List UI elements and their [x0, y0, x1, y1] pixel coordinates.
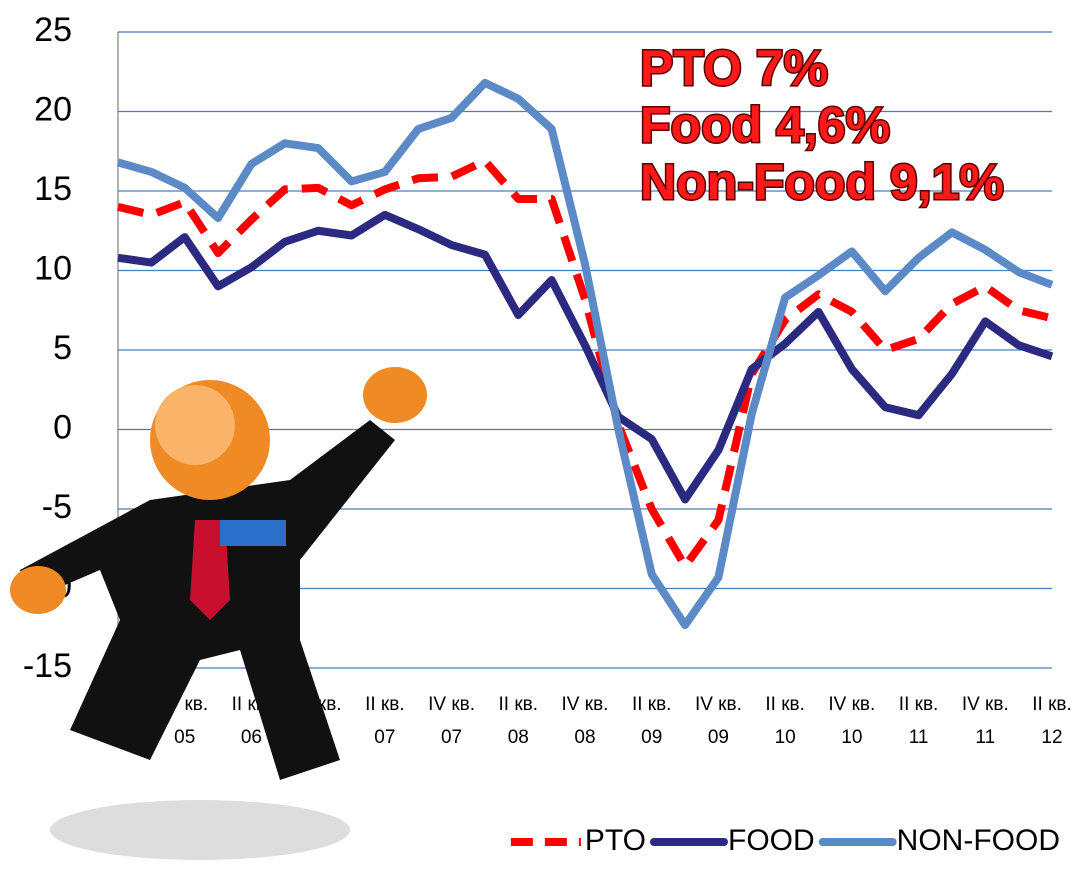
y-tick-label: 25 [34, 11, 72, 49]
x-tick-label: IV кв. 10 [828, 694, 876, 748]
y-tick-label: 15 [34, 170, 72, 208]
x-tick-label-box: II кв. 08 [498, 694, 539, 748]
x-tick-label-box: IV кв. 11 [961, 694, 1009, 748]
x-tick-label-box: II кв. 11 [898, 694, 939, 748]
y-tick-label: 10 [34, 249, 72, 287]
x-tick-label-box: IV кв. 09 [694, 694, 742, 748]
x-tick-label: II кв. 10 [765, 694, 805, 748]
x-tick-label-box: IV кв. 10 [828, 694, 876, 748]
y-tick-label: 20 [34, 90, 72, 128]
x-tick-label: IV кв. 08 [561, 694, 609, 748]
legend-label: NON-FOOD [897, 824, 1060, 857]
x-tick-label-box: II кв. 12 [1032, 694, 1072, 748]
x-tick-label: IV кв. 07 [428, 694, 476, 748]
series-line [117, 156, 1053, 571]
cartoon-figure [10, 367, 427, 860]
x-tick-label: II кв. 08 [498, 694, 539, 748]
x-tick-label: IV кв. 09 [694, 694, 742, 748]
x-tick-label: II кв. 11 [898, 694, 939, 748]
x-tick-label-box: IV кв. 07 [428, 694, 476, 748]
series-line [117, 210, 1054, 504]
annotation: Food 4,6% [640, 97, 890, 153]
annotation: Non-Food 9,1% [640, 154, 1004, 210]
x-tick-label: II кв. 12 [1032, 694, 1072, 748]
y-tick-label: 5 [53, 329, 72, 367]
x-tick-label: IV кв. 11 [961, 694, 1009, 748]
x-tick-label-box: II кв. 09 [631, 694, 672, 748]
x-tick-label-box: II кв. 10 [765, 694, 805, 748]
x-tick-label-box: IV кв. 08 [561, 694, 609, 748]
x-tick-label: II кв. 07 [365, 694, 405, 748]
y-tick-label: 0 [53, 408, 72, 446]
y-tick-label: -5 [42, 488, 72, 526]
legend-label: FOOD [728, 824, 815, 857]
annotation: PTO 7% [640, 40, 828, 96]
x-tick-label: II кв. 09 [631, 694, 672, 748]
x-tick-label-box: II кв. 07 [365, 694, 405, 748]
series-line [116, 78, 1054, 630]
legend-label: PTO [585, 824, 646, 857]
y-tick-label: -15 [23, 647, 72, 685]
overlay: PTO 7%Food 4,6%Non-Food 9,1% NON-FOOD FOOD… [510, 39, 1060, 857]
